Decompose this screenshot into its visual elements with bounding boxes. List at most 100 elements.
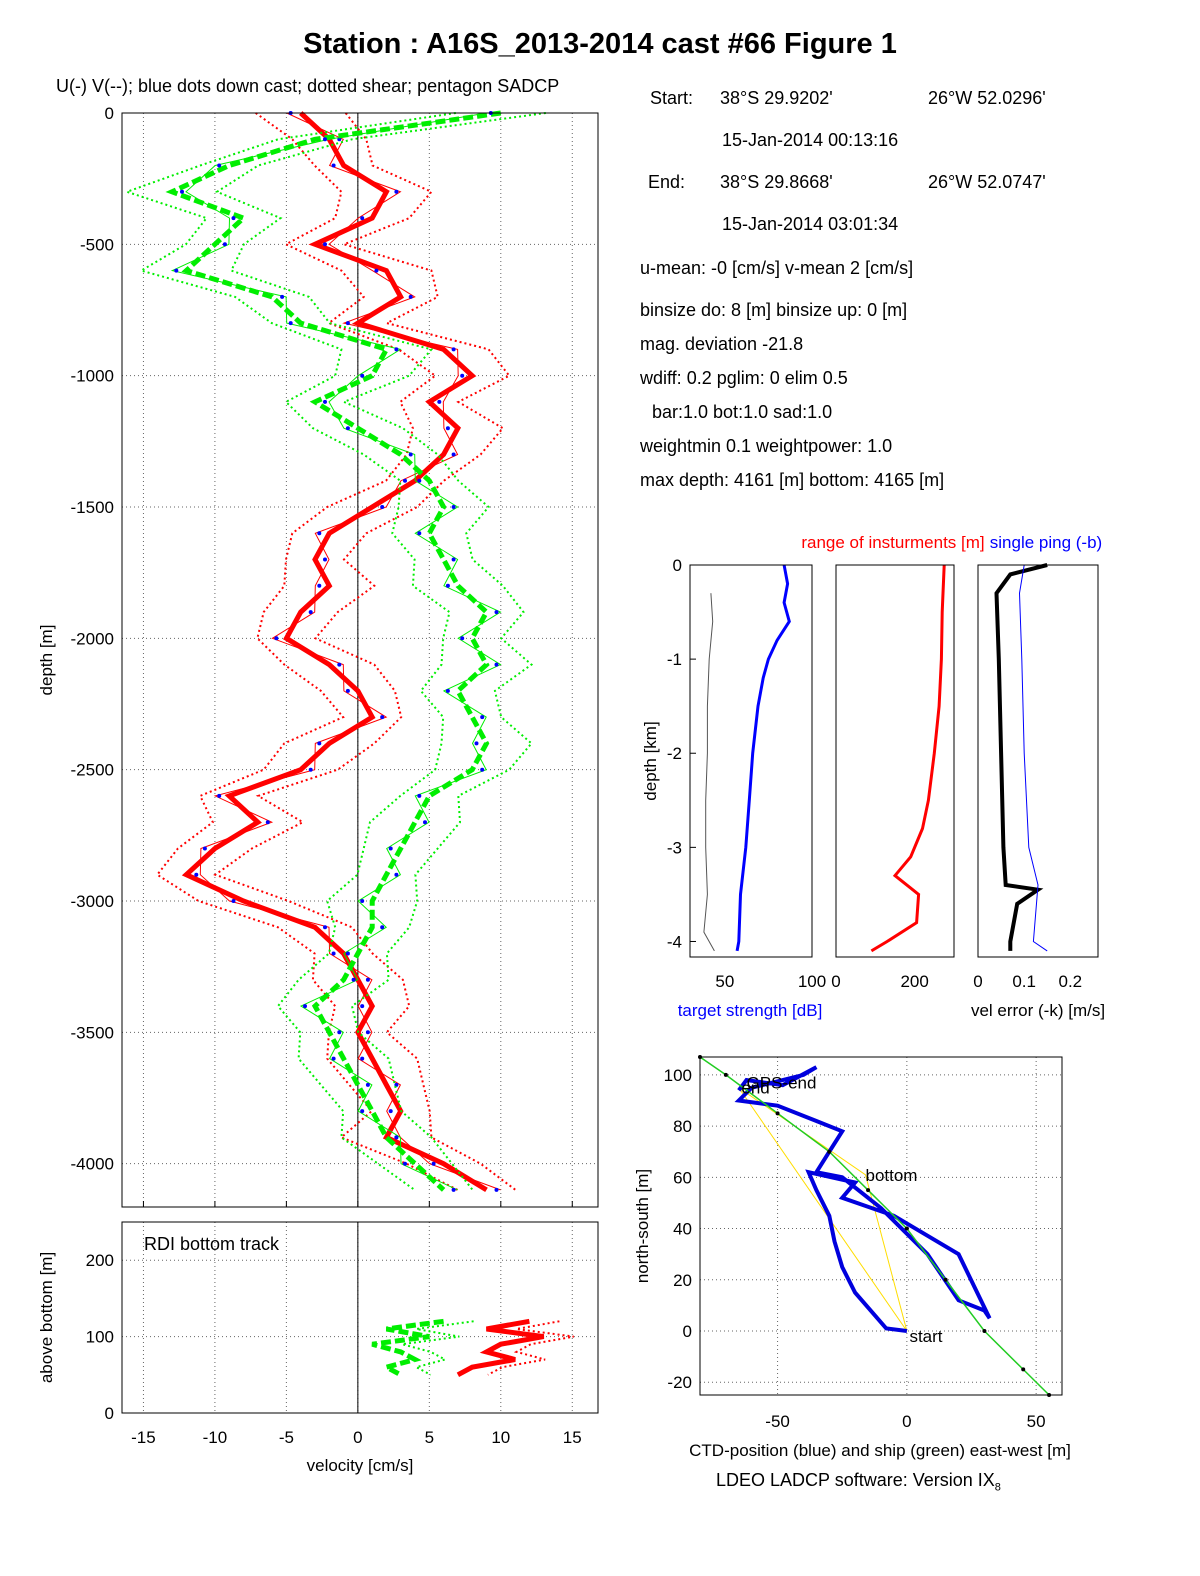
wdiff-text: wdiff: 0.2 pglim: 0 elim 0.5 [640,368,848,388]
range-xtick-label-1: 200 [900,972,928,991]
err-title: single ping (-b) [990,533,1102,552]
pos-ytick-label-5: 80 [673,1117,692,1136]
profile-1-dot-6 [174,268,179,273]
pos-ytick-label-6: 100 [664,1066,692,1085]
profile-1-dot-12 [345,426,350,431]
profile-0-dot-38 [388,1109,393,1114]
magdev-text: mag. deviation -21.8 [640,334,804,354]
bt-xtick-label-0: -15 [131,1428,156,1447]
profile-1-dot-41 [451,1187,456,1192]
profile-0-dot-16 [317,531,322,536]
ts-xlabel: target strength [dB] [678,1001,823,1020]
profile-0-shear-right [213,112,517,1191]
pos-ship-marker-6 [943,1277,948,1282]
profile-frame [121,112,599,1208]
pos-xtick-label-0: -50 [765,1412,790,1431]
pos-ytick-label-1: 0 [683,1322,692,1341]
profile-1-dot-21 [494,662,499,667]
weight-text: weightmin 0.1 weightpower: 1.0 [640,436,893,456]
pos-ytick-label-3: 40 [673,1220,692,1239]
pos-ship-marker-8 [1021,1367,1026,1372]
profile-1-shear-right [214,112,546,1191]
pos-label-3: start [909,1327,942,1346]
profile-0-line [181,111,488,1193]
profile-0-dot-5 [323,242,327,247]
ts-ytick-label-1: -1 [667,650,682,669]
pos-xtick-label-2: 50 [1027,1412,1046,1431]
profile-1-dot-23 [480,715,485,720]
profile-0-dot-36 [360,1056,365,1061]
profile-ytick-label-1: -500 [80,235,114,254]
profile-0-dot-11 [437,399,442,404]
profile-0-dot-28 [202,846,207,851]
profile-1-dot-18 [445,583,450,588]
range-xtick-label-0: 0 [831,972,840,991]
ts-xtick-label-1: 100 [798,972,826,991]
profile-1-dot-38 [360,1109,365,1114]
profile-0-dot-35 [365,1030,370,1035]
start-lat: 38°S 29.9202' [720,88,833,108]
profile-1-dot-19 [494,610,499,615]
pos-xtick-label-1: 0 [902,1412,911,1431]
pos-0-line [734,1065,992,1333]
profile-ytick-label-4: -2000 [71,629,114,648]
profile-ylabel: depth [m] [37,625,56,696]
bt-xtick-label-4: 5 [425,1428,434,1447]
profile-1-dot-35 [337,1030,342,1035]
err-xtick-label-0: 0 [973,972,982,991]
profile-0-dot-29 [194,872,199,877]
range-line [870,564,946,953]
profile-ytick-label-3: -1500 [71,498,114,517]
profile-0-dot-21 [337,662,342,667]
profile-0-dot-13 [451,452,456,457]
bt-ylabel: above bottom [m] [37,1252,56,1383]
pos-ship-marker-7 [982,1328,987,1333]
start-time: 15-Jan-2014 00:13:16 [722,130,899,150]
profile-0-dot-6 [374,268,379,273]
profile-0-dot-1 [337,137,342,142]
bt-ytick-label-1: 100 [86,1328,114,1347]
profile-1-dot-34 [303,1004,307,1009]
pos-ylabel: north-south [m] [633,1169,652,1283]
pos-frame [699,1056,1063,1396]
bt-1-line [371,1318,444,1378]
profile-0-dot-3 [394,189,399,194]
start-lon: 26°W 52.0296' [928,88,1046,108]
profile-0-dot-15 [380,505,385,509]
bt-0-line [456,1318,545,1378]
profile-ytick-label-5: -2500 [71,761,114,780]
bt-1-shear [401,1320,474,1376]
profile-0-dot-30 [231,899,236,903]
profile-0-dot-2 [331,163,336,168]
profile-0-dot-26 [217,793,222,798]
ts-ylabel: depth [km] [641,721,660,800]
range-title: range of insturments [m] [801,533,984,552]
pos-ship-marker-2 [775,1111,780,1116]
profile-1-dot-31 [380,925,385,930]
bt-frame [121,1221,599,1414]
profile-1-dot-25 [480,767,485,772]
profile-0-dot-10 [460,373,465,378]
profile-1-dot-24 [474,741,479,746]
range-frame [835,564,955,958]
pos-label-2: bottom [865,1166,917,1185]
pos-label-1: end [741,1079,769,1098]
profile-ytick-label-7: -3500 [71,1023,114,1042]
profile-ytick-label-2: -1000 [71,367,114,386]
profile-1-dot-40 [403,1161,407,1166]
profile-1-dot-33 [351,977,356,982]
profile-0-dot-37 [394,1082,399,1087]
ts-ytick-label-4: -4 [667,932,682,951]
profile-1-dot-14 [417,478,422,483]
pos-ship-marker-4 [866,1188,871,1193]
profile-1-dot-9 [394,347,399,352]
figure-subtitle: U(-) V(--); blue dots down cast; dotted … [56,76,560,96]
profile-1-dot-27 [423,820,427,825]
software-version-sub: 8 [994,1481,1001,1494]
software-version: LDEO LADCP software: Version IX [716,1470,995,1490]
ts-xtick-label-0: 50 [715,972,734,991]
profile-0-dot-17 [323,557,327,562]
profile-1-dot-16 [417,531,422,536]
profile-1-dot-11 [323,399,327,404]
